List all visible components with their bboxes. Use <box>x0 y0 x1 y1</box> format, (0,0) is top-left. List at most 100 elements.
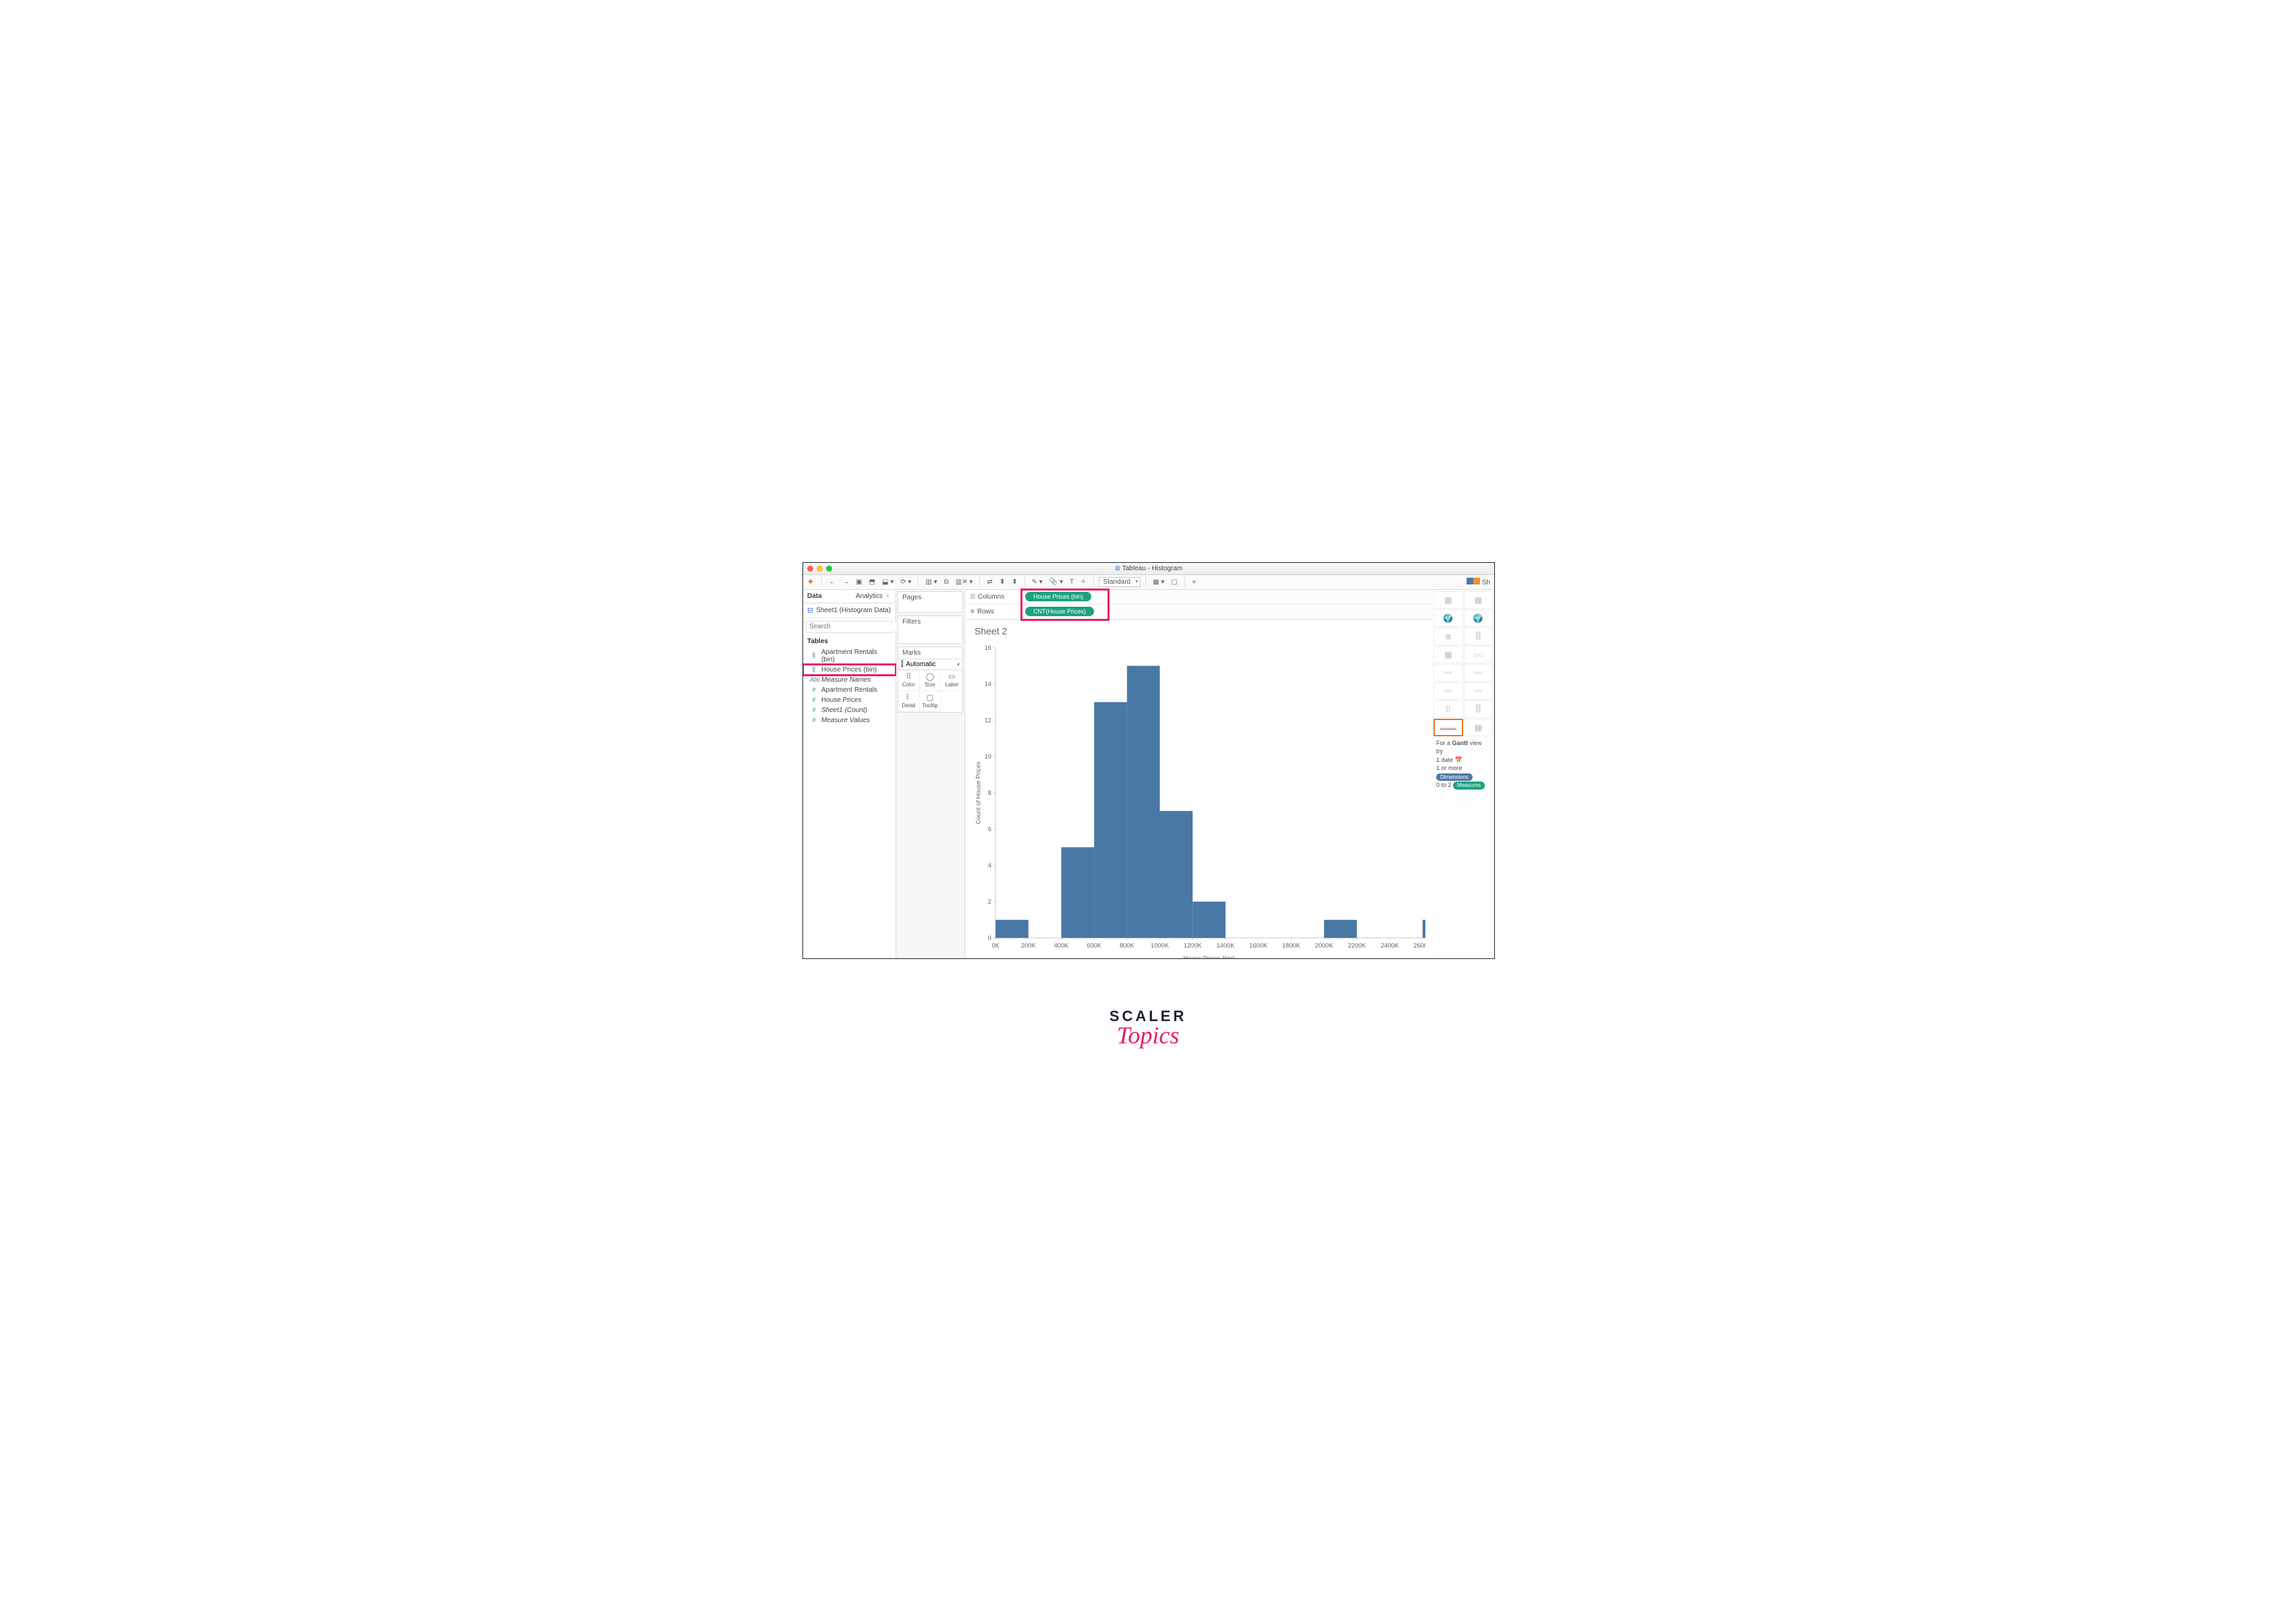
field-item[interactable]: #Sheet1 (Count) <box>803 705 896 715</box>
field-item[interactable]: ⫼Apartment Rentals (bin) <box>803 647 896 665</box>
show-me-thumb[interactable]: ⫿⫿ <box>1464 701 1494 718</box>
data-pane: Data Analytics ◦ ⊟ Sheet1 (Histogram Dat… <box>803 590 896 958</box>
show-me-thumb[interactable]: ⫿⫿ <box>1464 628 1494 645</box>
show-me-thumb[interactable]: 🌍 <box>1433 609 1463 627</box>
show-me-thumb[interactable]: 〰 <box>1433 664 1463 682</box>
fit-dropdown[interactable]: Standard <box>1099 577 1141 587</box>
show-me-thumb[interactable]: ○○ <box>1464 646 1494 663</box>
mark-type-dropdown[interactable]: ⫿ Automatic <box>898 659 962 669</box>
mark-label-button[interactable]: ▭Label <box>941 670 962 691</box>
field-label: Measure Names <box>821 676 871 684</box>
abc-icon: Abc <box>810 676 818 683</box>
labels-button[interactable]: T <box>1068 578 1076 586</box>
save-button[interactable]: ▣ <box>854 578 864 586</box>
field-item[interactable]: #House Prices <box>803 695 896 705</box>
presentation-button[interactable]: ▢ <box>1169 578 1179 586</box>
tableau-logo-icon: ✦ <box>807 577 814 586</box>
field-label: Apartment Rentals (bin) <box>821 649 892 663</box>
rows-pill[interactable]: CNT(House Prices) <box>1025 607 1094 616</box>
mark-detail-button[interactable]: ⠇Detail <box>898 691 920 712</box>
columns-shelf-label: ⦙⦙⦙ Columns <box>965 593 1022 601</box>
toolbar: ✦ ← → ▣ ⬒ ⬓ ▾ ⟳ ▾ ▥ ▾ ⧉ ▥✕ ▾ ⇄ ⬍ ⬍ ✎ ▾ 📎… <box>803 575 1494 590</box>
tab-analytics[interactable]: Analytics ◦ <box>848 590 896 603</box>
viz-pane: ⦙⦙⦙ Columns House Prices (bin) ≡ Rows <box>965 590 1432 958</box>
search-input[interactable] <box>807 623 901 630</box>
share-button[interactable]: ∝ <box>1190 578 1199 586</box>
field-item[interactable]: #Measure Values <box>803 715 896 726</box>
refresh-button[interactable]: ⟳ ▾ <box>898 578 913 586</box>
swap-button[interactable]: ⇄ <box>985 578 994 586</box>
pages-card[interactable]: Pages <box>898 591 963 613</box>
field-item[interactable]: AbcMeasure Names <box>803 675 896 685</box>
clear-button[interactable]: ▥✕ ▾ <box>954 578 975 586</box>
show-me-pane: ▦▦🌍🌍≣⫿⫿▦○○〰〰〰〰⠿⫿⫿▬▬▦ For a Gantt view tr… <box>1432 590 1494 958</box>
titlebar: ⊞ Tableau - Histogram <box>803 563 1494 575</box>
field-item[interactable]: ⫼House Prices (bin) <box>803 665 896 675</box>
datasource-icon: ⊟ <box>807 606 813 615</box>
field-item[interactable]: #Apartment Rentals <box>803 685 896 695</box>
show-me-thumb[interactable]: 〰 <box>1433 682 1463 700</box>
show-me-toggle[interactable]: Sh <box>1467 578 1490 586</box>
svg-text:House Prices (bin): House Prices (bin) <box>1183 954 1234 958</box>
mark-size-button[interactable]: ◯Size <box>920 670 941 691</box>
show-me-thumb[interactable]: ▦ <box>1464 719 1494 736</box>
cards-pane: Pages Filters Marks ⫿ Automatic ⠿Color◯S… <box>896 590 965 958</box>
new-worksheet-button[interactable]: ▥ ▾ <box>923 578 939 586</box>
back-button[interactable]: ← <box>827 578 838 586</box>
show-me-thumb[interactable]: ▬▬ <box>1433 719 1463 736</box>
svg-text:1000K: 1000K <box>1151 942 1170 949</box>
hash-icon: # <box>810 717 818 723</box>
forward-button[interactable]: → <box>840 578 851 586</box>
cards-button[interactable]: ▦ ▾ <box>1151 578 1166 586</box>
svg-text:8: 8 <box>988 789 991 796</box>
watermark-line2: Topics <box>703 1021 1593 1049</box>
show-me-thumb[interactable]: ▦ <box>1433 591 1463 609</box>
show-me-hint: For a Gantt view try 1 date 📅 1 or more … <box>1433 736 1493 793</box>
color-icon: ⠿ <box>900 672 918 681</box>
field-label: Sheet1 (Count) <box>821 707 867 714</box>
show-me-thumb[interactable]: ▦ <box>1464 591 1494 609</box>
svg-text:2000K: 2000K <box>1315 942 1334 949</box>
show-me-thumb[interactable]: 🌍 <box>1464 609 1494 627</box>
show-me-thumb[interactable]: 〰 <box>1464 682 1494 700</box>
tooltip-icon: ▢ <box>921 693 939 702</box>
svg-text:800K: 800K <box>1120 942 1135 949</box>
histogram-chart: 02468101214160K200K400K600K800K1000K1200… <box>972 642 1425 959</box>
mark-type-icon: ⫿ <box>901 661 903 668</box>
duplicate-button[interactable]: ⧉ <box>942 578 951 586</box>
sort-desc-button[interactable]: ⬍ <box>1010 578 1019 586</box>
svg-text:4: 4 <box>988 862 991 869</box>
hash-icon: # <box>810 686 818 693</box>
mark-tooltip-button[interactable]: ▢Tooltip <box>920 691 941 712</box>
group-button[interactable]: 📎 ▾ <box>1047 578 1065 586</box>
svg-text:12: 12 <box>985 717 991 723</box>
field-label: Measure Values <box>821 717 870 724</box>
pin-button[interactable]: ✧ <box>1078 578 1088 586</box>
detail-icon: ⠇ <box>900 693 918 702</box>
svg-text:2200K: 2200K <box>1348 942 1367 949</box>
show-me-thumb[interactable]: ▦ <box>1433 646 1463 663</box>
svg-text:200K: 200K <box>1021 942 1037 949</box>
svg-text:14: 14 <box>985 680 991 687</box>
columns-pill[interactable]: House Prices (bin) <box>1025 592 1091 601</box>
mark-color-button[interactable]: ⠿Color <box>898 670 920 691</box>
show-me-thumb[interactable]: ≣ <box>1433 628 1463 645</box>
datasource-item[interactable]: ⊟ Sheet1 (Histogram Data) <box>803 603 896 618</box>
highlight-button[interactable]: ✎ ▾ <box>1030 578 1045 586</box>
shelves: ⦙⦙⦙ Columns House Prices (bin) ≡ Rows <box>965 590 1432 620</box>
tab-data[interactable]: Data <box>803 590 848 603</box>
rows-icon: ≡ <box>971 608 975 615</box>
show-me-thumb[interactable]: 〰 <box>1464 664 1494 682</box>
sheet-title[interactable]: Sheet 2 <box>972 624 1425 642</box>
sort-asc-button[interactable]: ⬍ <box>997 578 1007 586</box>
columns-icon: ⦙⦙⦙ <box>971 593 975 601</box>
rows-shelf[interactable]: CNT(House Prices) <box>1022 605 1432 619</box>
pause-auto-button[interactable]: ⬓ ▾ <box>880 578 896 586</box>
svg-text:16: 16 <box>985 644 991 651</box>
new-data-button[interactable]: ⬒ <box>867 578 877 586</box>
filters-card[interactable]: Filters <box>898 615 963 644</box>
marks-card: Marks ⫿ Automatic ⠿Color◯Size▭Label⠇Deta… <box>898 647 963 713</box>
show-me-thumb[interactable]: ⠿ <box>1433 701 1463 718</box>
field-search[interactable]: ⌕ ▦ ▾ <box>806 621 893 633</box>
columns-shelf[interactable]: House Prices (bin) <box>1022 590 1432 604</box>
